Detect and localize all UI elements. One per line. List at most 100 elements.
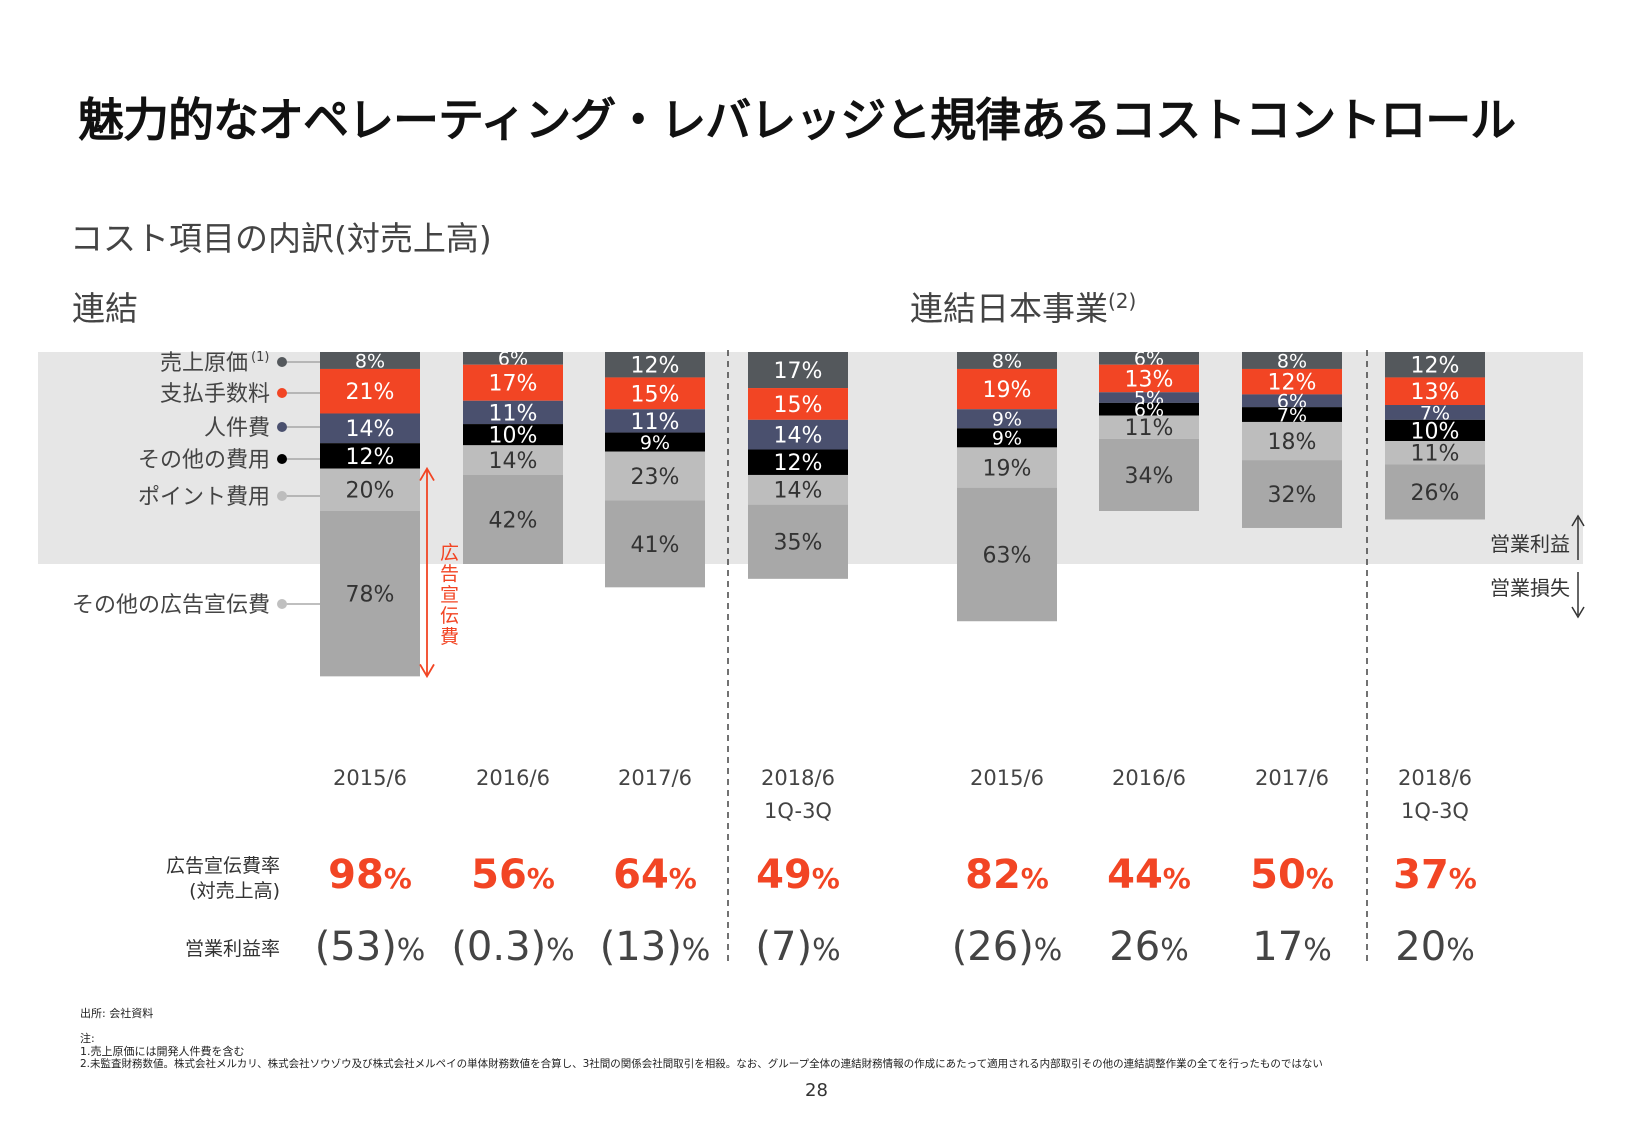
legend-footnote-marker: (1)	[251, 350, 269, 365]
segment-label: 10%	[1411, 419, 1460, 444]
segment-label: 78%	[346, 583, 395, 608]
section-label-japan: 連結日本事業(2)	[910, 289, 1137, 328]
note-title: 注:	[80, 1032, 95, 1045]
ad-ratio-value: 49%	[756, 852, 840, 898]
segment-label: 9%	[640, 432, 670, 454]
segment-label: 6%	[1134, 399, 1164, 421]
ad-ratio-value: 44%	[1107, 852, 1191, 898]
x-tick-label: 2017/6	[1255, 766, 1329, 790]
ad-ratio-value: 98%	[328, 852, 412, 898]
bar-segment-other-ads	[957, 487, 1057, 622]
ad-ratio-value: 64%	[613, 852, 697, 898]
op-margin-value: (13)%	[600, 924, 711, 970]
segment-label: 13%	[1411, 380, 1460, 405]
segment-label: 8%	[355, 350, 385, 372]
ad-ratio-value: 56%	[471, 852, 555, 898]
segment-label: 6%	[1134, 348, 1164, 370]
segment-label: 12%	[774, 451, 823, 476]
bar-segment-other-costs	[463, 424, 563, 446]
x-tick-label: 2016/6	[476, 766, 550, 790]
bar-segment-other-ads	[748, 504, 848, 579]
segment-label: 6%	[498, 348, 528, 370]
section-label-consolidated: 連結	[72, 289, 138, 328]
segment-label: 19%	[983, 378, 1032, 403]
loss-arrow-head	[1571, 606, 1585, 619]
x-tick-label: 2016/6	[1112, 766, 1186, 790]
bar-segment-other-costs	[605, 432, 705, 452]
row-label-op-margin: 営業利益率	[185, 938, 280, 960]
segment-label: 42%	[489, 508, 538, 533]
bar-segment-cogs	[463, 352, 563, 365]
bar-segment-cogs	[320, 352, 420, 369]
legend-marker	[277, 599, 287, 609]
segment-label: 14%	[346, 417, 395, 442]
legend-marker	[277, 491, 287, 501]
legend-label-personnel: 人件費	[204, 416, 270, 441]
segment-label: 13%	[1125, 367, 1174, 392]
segment-label: 9%	[992, 409, 1022, 431]
op-margin-value: (26)%	[952, 924, 1063, 970]
bar-segment-other-costs	[1099, 402, 1199, 416]
page-title: 魅力的なオペレーティング・レバレッジと規律あるコストコントロール	[78, 93, 1516, 147]
bar-segment-personnel	[1242, 394, 1342, 408]
segment-label: 17%	[489, 372, 538, 397]
legend-label-cogs: 売上原価	[160, 351, 248, 376]
op-margin-value: (7)%	[755, 924, 840, 970]
x-tick-label: 2017/6	[618, 766, 692, 790]
segment-label: 7%	[1420, 402, 1450, 424]
legend-label-other-costs: その他の費用	[138, 448, 270, 473]
segment-label: 11%	[1411, 442, 1460, 467]
segment-label: 12%	[1268, 371, 1317, 396]
segment-label: 14%	[774, 479, 823, 504]
segment-label: 63%	[983, 543, 1032, 568]
bar-segment-other-costs	[320, 443, 420, 469]
segment-label: 7%	[1277, 404, 1307, 426]
bar-segment-cogs	[1385, 352, 1485, 378]
row-label-ad-ratio-sub: (対売上高)	[189, 880, 280, 902]
bar-segment-points	[1099, 415, 1199, 439]
bar-segment-points	[605, 451, 705, 501]
bar-segment-personnel	[957, 409, 1057, 429]
op-margin-value: 20%	[1395, 924, 1474, 970]
legend-marker	[277, 388, 287, 398]
segment-label: 15%	[774, 393, 823, 418]
segment-label: 8%	[1277, 350, 1307, 372]
bar-segment-other-costs	[957, 428, 1057, 448]
bar-segment-cogs	[748, 352, 848, 389]
legend-label-fees: 支払手数料	[160, 382, 270, 407]
bar-segment-points	[463, 445, 563, 475]
bar-segment-other-costs	[1242, 407, 1342, 422]
bar-segment-cogs	[1242, 352, 1342, 369]
ad-bracket-label: 広告宣伝費	[437, 542, 459, 647]
segment-label: 8%	[992, 350, 1022, 372]
segment-label: 6%	[1277, 391, 1307, 413]
segment-label: 23%	[631, 465, 680, 490]
bar-segment-personnel	[320, 413, 420, 444]
bar-segment-other-ads	[463, 474, 563, 564]
op-margin-value: (0.3)%	[451, 924, 574, 970]
op-margin-value: 26%	[1109, 924, 1188, 970]
segment-label: 21%	[346, 380, 395, 405]
x-tick-label: 2015/6	[333, 766, 407, 790]
footnote-1: 1.売上原価には開発人件費を含む	[80, 1045, 245, 1058]
legend-label-points: ポイント費用	[138, 485, 270, 510]
x-tick-label-sub: 1Q-3Q	[1401, 799, 1469, 823]
segment-label: 12%	[1411, 354, 1460, 379]
bar-segment-fees	[463, 364, 563, 401]
segment-label: 17%	[774, 359, 823, 384]
ad-ratio-value: 50%	[1250, 852, 1334, 898]
bar-segment-points	[957, 447, 1057, 488]
bar-segment-points	[748, 474, 848, 505]
segment-label: 14%	[774, 424, 823, 449]
ad-bracket-arrow-up	[419, 466, 435, 482]
profit-label: 営業利益	[1490, 532, 1570, 556]
bar-segment-personnel	[463, 400, 563, 425]
bar-segment-fees	[748, 388, 848, 420]
bar-segment-personnel	[605, 409, 705, 433]
bar-segment-cogs	[957, 352, 1057, 369]
ad-ratio-value: 82%	[965, 852, 1049, 898]
segment-label: 32%	[1268, 483, 1317, 508]
bar-segment-personnel	[1099, 392, 1199, 403]
bar-segment-cogs	[605, 352, 705, 378]
ad-ratio-value: 37%	[1393, 852, 1477, 898]
